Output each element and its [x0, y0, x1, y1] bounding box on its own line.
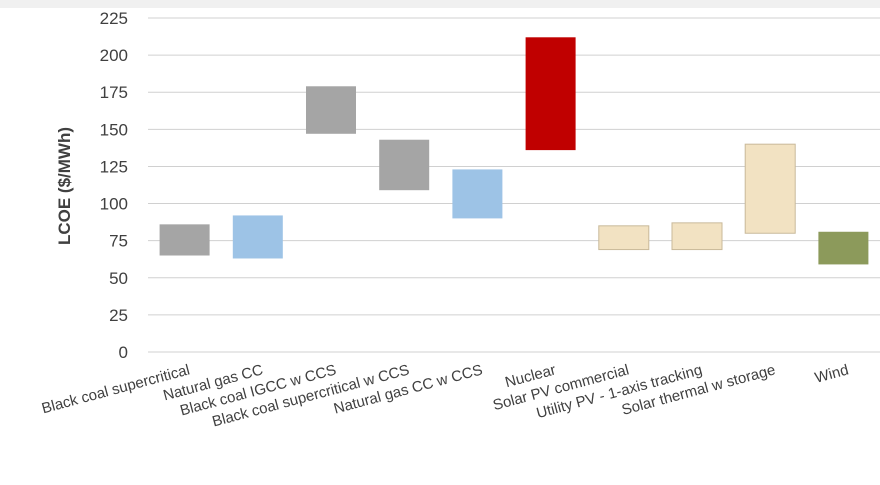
range-bar-utility-pv-1-axis-tracking: [671, 222, 723, 251]
y-tick-label: 100: [100, 195, 128, 214]
y-tick-label: 125: [100, 157, 128, 176]
y-axis-title: LCOE ($/MWh): [55, 127, 74, 245]
y-tick-label: 50: [109, 269, 128, 288]
range-bar-black-coal-supercritical-w-ccs: [379, 139, 430, 191]
y-tick-label: 25: [109, 306, 128, 325]
range-bar-natural-gas-cc-w-ccs: [452, 169, 503, 219]
y-tick-label: 150: [100, 120, 128, 139]
range-bar-black-coal-igcc-w-ccs: [306, 86, 356, 134]
range-bar-solar-thermal-w-storage: [744, 143, 796, 234]
range-bar-nuclear: [525, 37, 576, 151]
y-tick-label: 0: [119, 343, 128, 362]
y-axis-ticks: 0 25 50 75 100 125 150 175 200 225: [100, 9, 128, 362]
y-tick-label: 175: [100, 83, 128, 102]
y-tick-label: 75: [109, 232, 128, 251]
range-bar-black-coal-supercritical: [159, 224, 210, 256]
y-tick-label: 225: [100, 9, 128, 28]
range-bar-solar-pv-commercial: [598, 225, 650, 251]
y-tick-label: 200: [100, 46, 128, 65]
range-bars: [159, 37, 869, 265]
range-bar-natural-gas-cc: [232, 215, 283, 259]
top-strip: [0, 0, 880, 8]
range-bar-wind: [818, 231, 869, 265]
x-tick-label: Wind: [813, 361, 850, 386]
